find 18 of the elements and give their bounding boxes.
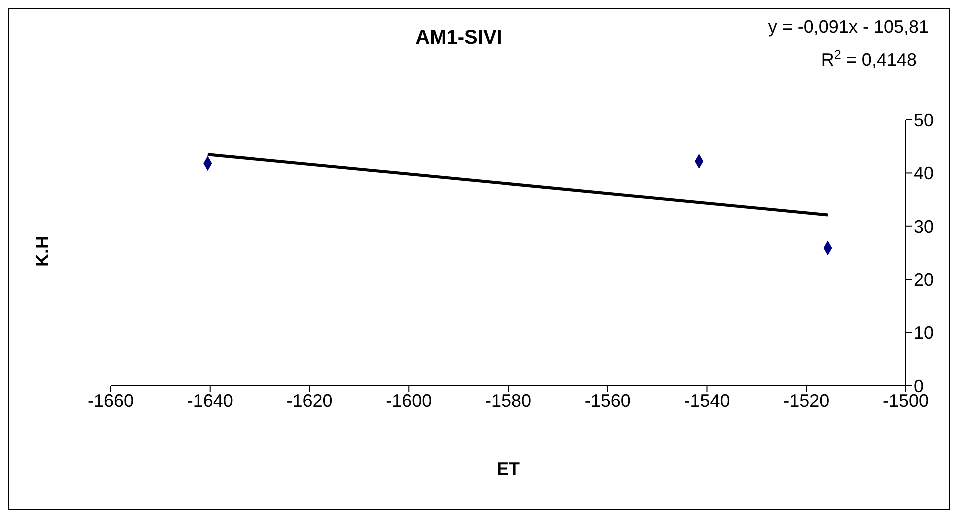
y-tick-label: 20 <box>914 270 934 290</box>
text: R$^{2}$ = 0,4148 <box>821 48 917 70</box>
x-tick-label: -1520 <box>784 390 830 411</box>
x-tick-label: -1540 <box>684 390 730 411</box>
x-tick-label: -1600 <box>386 390 432 411</box>
x-tick-label: -1640 <box>187 390 234 411</box>
chart-title: AM1-SIVI <box>416 27 502 49</box>
x-tick-label: -1660 <box>88 390 134 411</box>
y-tick-label: 40 <box>914 164 934 184</box>
text: y = -0,091x - 105,81 <box>768 17 929 37</box>
x-tick-label: -1580 <box>485 390 532 411</box>
y-tick-label: 30 <box>914 216 934 237</box>
y-tick-label: 10 <box>914 323 934 344</box>
x-tick-label: -1620 <box>286 390 333 411</box>
x-tick-label: -1560 <box>584 390 631 411</box>
y-tick-label: 50 <box>914 110 934 130</box>
y-axis-title: K.H <box>32 235 54 269</box>
x-axis-title: ET <box>496 459 521 480</box>
